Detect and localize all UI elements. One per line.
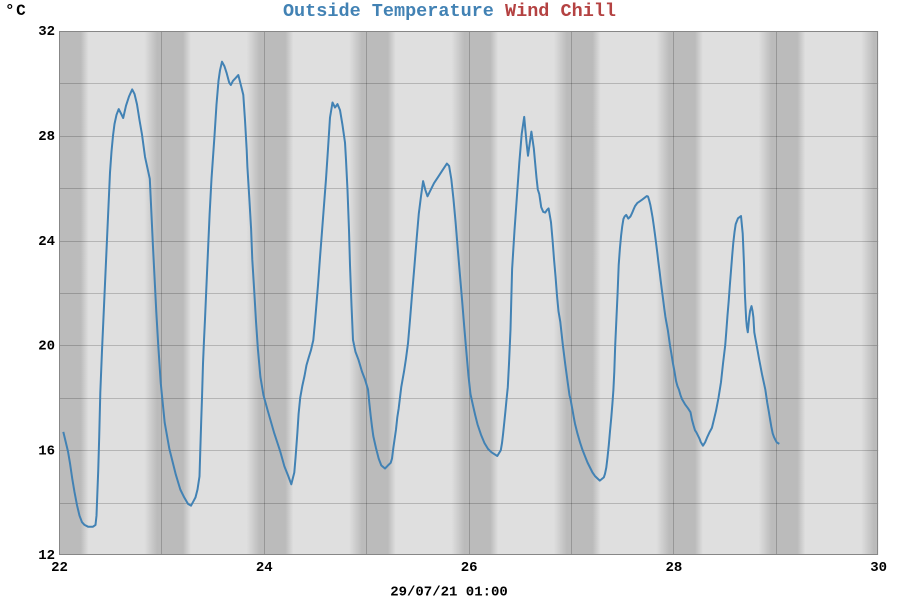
svg-text:12: 12 [38, 548, 55, 564]
svg-text:28: 28 [38, 129, 55, 145]
svg-text:30: 30 [870, 560, 887, 576]
svg-text:°C: °C [5, 2, 27, 20]
svg-text:28: 28 [665, 560, 682, 576]
svg-text:32: 32 [38, 24, 55, 40]
svg-text:24: 24 [256, 560, 273, 576]
svg-text:29/07/21 01:00: 29/07/21 01:00 [390, 585, 508, 601]
svg-text:Outside Temperature Wind Chill: Outside Temperature Wind Chill [283, 1, 616, 22]
svg-text:20: 20 [38, 339, 55, 355]
svg-text:22: 22 [51, 560, 68, 576]
svg-text:24: 24 [38, 234, 55, 250]
svg-text:16: 16 [38, 443, 55, 459]
svg-text:26: 26 [461, 560, 478, 576]
